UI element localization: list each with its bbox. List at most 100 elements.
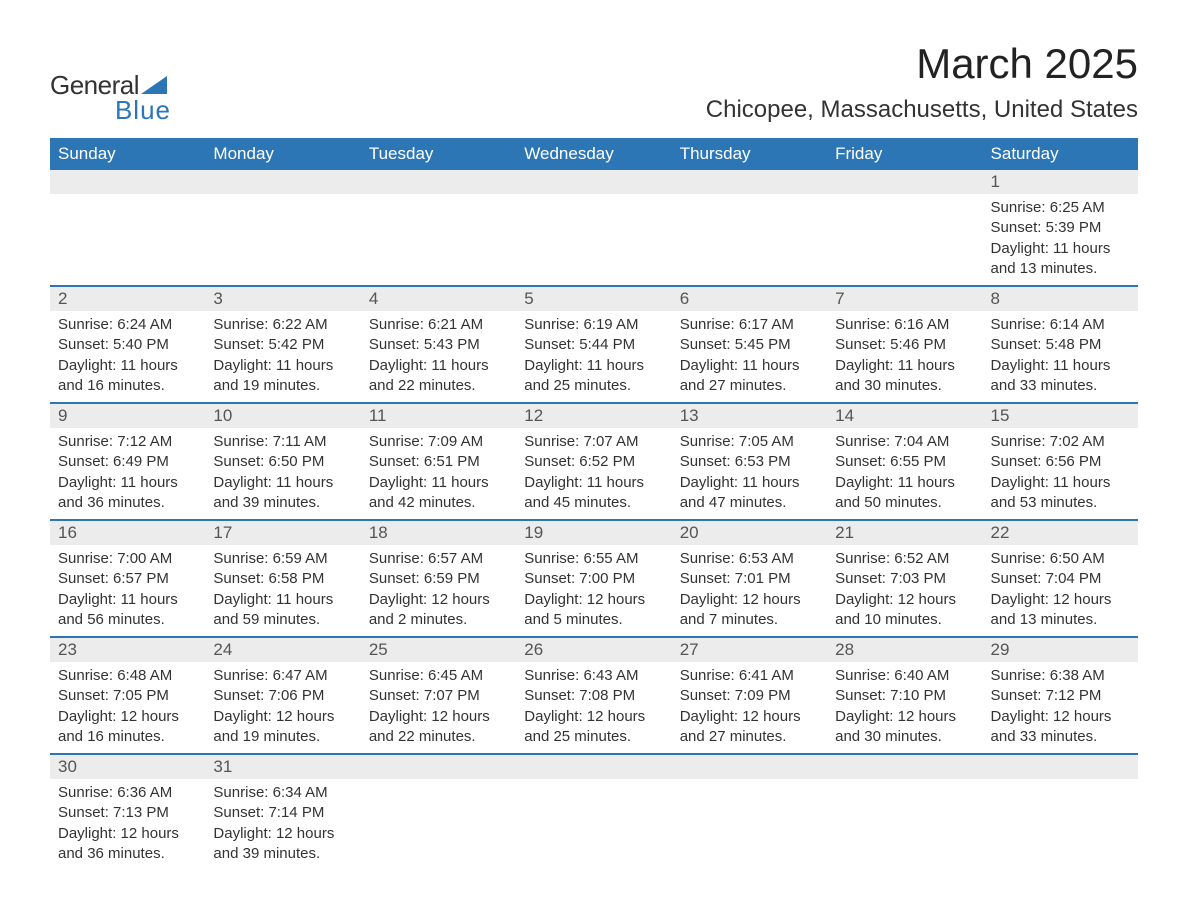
- calendar-cell: 6Sunrise: 6:17 AMSunset: 5:45 PMDaylight…: [672, 286, 827, 403]
- calendar-cell: [827, 754, 982, 870]
- day-sunrise: Sunrise: 6:34 AM: [213, 783, 352, 803]
- day-sunset: Sunset: 7:13 PM: [58, 803, 197, 823]
- day-dl2: and 50 minutes.: [835, 493, 974, 513]
- day-dl1: Daylight: 12 hours: [524, 707, 663, 727]
- calendar-cell: 21Sunrise: 6:52 AMSunset: 7:03 PMDayligh…: [827, 520, 982, 637]
- day-sunset: Sunset: 7:01 PM: [680, 569, 819, 589]
- day-details: Sunrise: 6:36 AMSunset: 7:13 PMDaylight:…: [50, 779, 205, 870]
- day-number: 9: [50, 404, 205, 428]
- day-sunset: Sunset: 6:56 PM: [991, 452, 1130, 472]
- day-sunset: Sunset: 5:44 PM: [524, 335, 663, 355]
- day-sunrise: Sunrise: 6:38 AM: [991, 666, 1130, 686]
- day-sunset: Sunset: 5:48 PM: [991, 335, 1130, 355]
- calendar-cell: 3Sunrise: 6:22 AMSunset: 5:42 PMDaylight…: [205, 286, 360, 403]
- calendar-cell: 29Sunrise: 6:38 AMSunset: 7:12 PMDayligh…: [983, 637, 1138, 754]
- month-title: March 2025: [706, 40, 1138, 88]
- day-dl2: and 45 minutes.: [524, 493, 663, 513]
- day-dl2: and 33 minutes.: [991, 376, 1130, 396]
- day-number: 19: [516, 521, 671, 545]
- day-number: 11: [361, 404, 516, 428]
- day-details: [983, 779, 1138, 789]
- day-dl1: Daylight: 11 hours: [213, 356, 352, 376]
- day-dl1: Daylight: 12 hours: [680, 707, 819, 727]
- day-dl1: Daylight: 11 hours: [213, 473, 352, 493]
- col-sunday: Sunday: [50, 138, 205, 170]
- day-number: 18: [361, 521, 516, 545]
- day-sunrise: Sunrise: 6:16 AM: [835, 315, 974, 335]
- day-number: 8: [983, 287, 1138, 311]
- calendar-cell: 14Sunrise: 7:04 AMSunset: 6:55 PMDayligh…: [827, 403, 982, 520]
- day-dl1: Daylight: 12 hours: [835, 590, 974, 610]
- day-number: [827, 170, 982, 194]
- calendar-cell: 11Sunrise: 7:09 AMSunset: 6:51 PMDayligh…: [361, 403, 516, 520]
- calendar-cell: 5Sunrise: 6:19 AMSunset: 5:44 PMDaylight…: [516, 286, 671, 403]
- day-details: [672, 194, 827, 204]
- calendar-cell: 8Sunrise: 6:14 AMSunset: 5:48 PMDaylight…: [983, 286, 1138, 403]
- calendar-cell: 24Sunrise: 6:47 AMSunset: 7:06 PMDayligh…: [205, 637, 360, 754]
- day-sunset: Sunset: 6:49 PM: [58, 452, 197, 472]
- calendar-cell: 2Sunrise: 6:24 AMSunset: 5:40 PMDaylight…: [50, 286, 205, 403]
- day-number: 7: [827, 287, 982, 311]
- day-details: Sunrise: 6:45 AMSunset: 7:07 PMDaylight:…: [361, 662, 516, 753]
- day-number: 26: [516, 638, 671, 662]
- day-sunset: Sunset: 7:09 PM: [680, 686, 819, 706]
- day-details: Sunrise: 6:16 AMSunset: 5:46 PMDaylight:…: [827, 311, 982, 402]
- day-dl2: and 13 minutes.: [991, 610, 1130, 630]
- day-dl1: Daylight: 11 hours: [58, 356, 197, 376]
- day-details: Sunrise: 6:40 AMSunset: 7:10 PMDaylight:…: [827, 662, 982, 753]
- day-number: 21: [827, 521, 982, 545]
- day-dl2: and 19 minutes.: [213, 727, 352, 747]
- day-dl1: Daylight: 12 hours: [213, 707, 352, 727]
- day-dl1: Daylight: 12 hours: [369, 707, 508, 727]
- day-sunrise: Sunrise: 6:22 AM: [213, 315, 352, 335]
- day-sunrise: Sunrise: 6:45 AM: [369, 666, 508, 686]
- day-details: Sunrise: 6:43 AMSunset: 7:08 PMDaylight:…: [516, 662, 671, 753]
- day-number: 12: [516, 404, 671, 428]
- calendar-cell: [361, 754, 516, 870]
- day-sunrise: Sunrise: 7:11 AM: [213, 432, 352, 452]
- day-sunrise: Sunrise: 7:09 AM: [369, 432, 508, 452]
- day-details: [361, 779, 516, 789]
- day-number: 6: [672, 287, 827, 311]
- day-number: 25: [361, 638, 516, 662]
- day-sunrise: Sunrise: 6:24 AM: [58, 315, 197, 335]
- day-dl1: Daylight: 11 hours: [58, 473, 197, 493]
- calendar-week-row: 1Sunrise: 6:25 AMSunset: 5:39 PMDaylight…: [50, 170, 1138, 286]
- day-dl1: Daylight: 11 hours: [991, 473, 1130, 493]
- day-details: Sunrise: 6:21 AMSunset: 5:43 PMDaylight:…: [361, 311, 516, 402]
- day-details: [516, 194, 671, 204]
- calendar-cell: 31Sunrise: 6:34 AMSunset: 7:14 PMDayligh…: [205, 754, 360, 870]
- day-number: 24: [205, 638, 360, 662]
- day-number: [50, 170, 205, 194]
- day-dl2: and 59 minutes.: [213, 610, 352, 630]
- day-sunset: Sunset: 6:52 PM: [524, 452, 663, 472]
- day-dl1: Daylight: 11 hours: [680, 356, 819, 376]
- day-number: [672, 755, 827, 779]
- page-header: General Blue March 2025 Chicopee, Massac…: [50, 40, 1138, 126]
- day-details: [672, 779, 827, 789]
- day-sunrise: Sunrise: 6:21 AM: [369, 315, 508, 335]
- day-dl2: and 10 minutes.: [835, 610, 974, 630]
- day-number: 13: [672, 404, 827, 428]
- calendar-cell: 17Sunrise: 6:59 AMSunset: 6:58 PMDayligh…: [205, 520, 360, 637]
- day-dl1: Daylight: 11 hours: [524, 473, 663, 493]
- day-sunset: Sunset: 7:14 PM: [213, 803, 352, 823]
- day-number: [205, 170, 360, 194]
- day-dl1: Daylight: 11 hours: [213, 590, 352, 610]
- day-details: [50, 194, 205, 204]
- day-number: 28: [827, 638, 982, 662]
- col-saturday: Saturday: [983, 138, 1138, 170]
- calendar-cell: [50, 170, 205, 286]
- day-sunrise: Sunrise: 6:48 AM: [58, 666, 197, 686]
- col-wednesday: Wednesday: [516, 138, 671, 170]
- day-dl1: Daylight: 12 hours: [369, 590, 508, 610]
- day-dl1: Daylight: 12 hours: [680, 590, 819, 610]
- day-number: 17: [205, 521, 360, 545]
- day-number: 29: [983, 638, 1138, 662]
- calendar-week-row: 23Sunrise: 6:48 AMSunset: 7:05 PMDayligh…: [50, 637, 1138, 754]
- calendar-cell: [672, 170, 827, 286]
- brand-logo: General Blue: [50, 70, 167, 126]
- calendar-cell: 12Sunrise: 7:07 AMSunset: 6:52 PMDayligh…: [516, 403, 671, 520]
- day-sunrise: Sunrise: 6:40 AM: [835, 666, 974, 686]
- day-number: 10: [205, 404, 360, 428]
